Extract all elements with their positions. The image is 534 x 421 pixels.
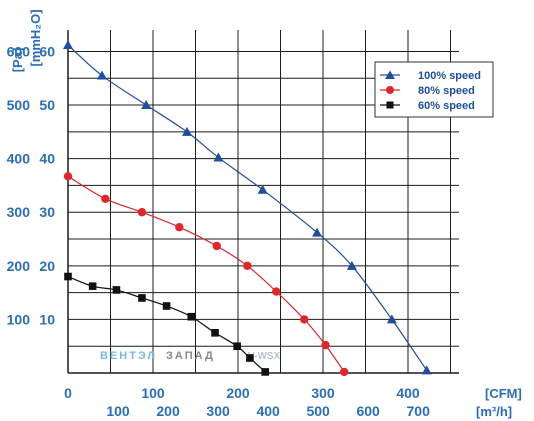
y-unit-mmh2o: [mmH₂O]	[28, 9, 43, 66]
legend-label-80: 80% speed	[418, 85, 475, 97]
point-circle	[63, 172, 73, 181]
x-tick-cfm: 0	[64, 385, 72, 401]
y-ticks-mmh2o: 10 20 30 40 50 60	[39, 43, 55, 327]
point-triangle	[182, 126, 192, 136]
series-markers	[63, 40, 432, 377]
y-tick-mmh2o: 50	[39, 97, 55, 113]
y-tick-mmh2o: 20	[39, 258, 55, 274]
x-ticks-m3h: 100 200 300 400 500 600 700	[106, 403, 430, 419]
point-square	[246, 354, 254, 362]
y-tick-pa: 100	[7, 311, 31, 327]
point-circle	[101, 194, 110, 204]
point-triangle	[346, 260, 357, 270]
y-tick-pa: 500	[7, 97, 31, 113]
y-ticks-pa: 100 200 300 400 500 600	[7, 43, 31, 327]
x-tick-m3h: 100	[106, 403, 130, 419]
y-tick-pa: 300	[7, 204, 31, 220]
point-circle	[175, 223, 184, 232]
point-square	[261, 368, 269, 376]
y-tick-mmh2o: 30	[39, 204, 55, 220]
y-tick-pa: 200	[7, 258, 31, 274]
legend-item-80: 80% speed	[380, 85, 475, 97]
watermark: ВЕНТЭЛ ЗАПАД V-WSX	[100, 350, 281, 362]
point-square	[138, 294, 146, 302]
series-line-2	[67, 275, 266, 373]
legend-item-60: 60% speed	[380, 100, 475, 112]
point-circle	[300, 315, 309, 324]
legend-label-60: 60% speed	[418, 100, 475, 112]
y-tick-mmh2o: 60	[39, 43, 55, 59]
x-unit-m3h: [m³/h]	[476, 404, 512, 419]
legend-square-icon	[386, 101, 394, 109]
y-tick-pa: 400	[7, 151, 31, 167]
point-triangle	[63, 40, 73, 50]
series-line-1	[67, 175, 345, 373]
series-lines	[67, 44, 428, 373]
x-tick-cfm: 300	[311, 385, 335, 401]
x-tick-m3h: 600	[356, 403, 380, 419]
point-square	[211, 329, 219, 337]
x-tick-m3h: 200	[156, 403, 180, 419]
point-square	[233, 342, 241, 351]
y-tick-pa: 600	[7, 43, 31, 59]
x-tick-m3h: 300	[206, 403, 230, 419]
watermark-part1: ВЕНТЭЛ	[100, 350, 157, 362]
x-ticks-cfm: 0 100 200 300 400	[64, 385, 420, 401]
point-square	[88, 282, 97, 290]
y-unit-pa: [Pa]	[10, 48, 25, 73]
legend-triangle-icon	[385, 70, 395, 79]
point-triangle	[257, 184, 268, 194]
point-square	[187, 312, 196, 321]
point-circle	[272, 287, 281, 296]
point-circle	[243, 261, 252, 271]
x-tick-cfm: 400	[396, 385, 420, 401]
point-circle	[321, 340, 330, 350]
legend-label-100: 100% speed	[418, 70, 481, 82]
y-tick-mmh2o: 10	[39, 311, 55, 327]
point-circle	[340, 367, 349, 377]
legend-circle-icon	[386, 86, 394, 94]
point-square	[64, 272, 72, 281]
y-tick-mmh2o: 40	[39, 151, 55, 167]
point-square	[112, 286, 121, 294]
point-triangle	[421, 365, 432, 375]
point-triangle	[97, 70, 107, 80]
point-square	[162, 302, 171, 310]
point-triangle	[386, 314, 397, 324]
point-triangle	[213, 152, 224, 162]
watermark-part2: ЗАПАД	[166, 350, 215, 362]
point-circle	[212, 241, 221, 251]
point-triangle	[312, 227, 323, 237]
x-unit-cfm: [CFM]	[485, 386, 522, 401]
point-triangle	[141, 100, 152, 110]
x-tick-cfm: 100	[141, 385, 165, 401]
point-circle	[137, 208, 147, 217]
x-tick-m3h: 700	[407, 403, 431, 419]
x-tick-m3h: 400	[256, 403, 280, 419]
x-tick-m3h: 500	[306, 403, 330, 419]
legend: 100% speed 80% speed 60% speed	[374, 61, 494, 118]
x-tick-cfm: 200	[226, 385, 250, 401]
legend-item-100: 100% speed	[380, 70, 481, 82]
series-line-0	[67, 44, 428, 371]
watermark-part3: V-WSX	[248, 351, 281, 362]
